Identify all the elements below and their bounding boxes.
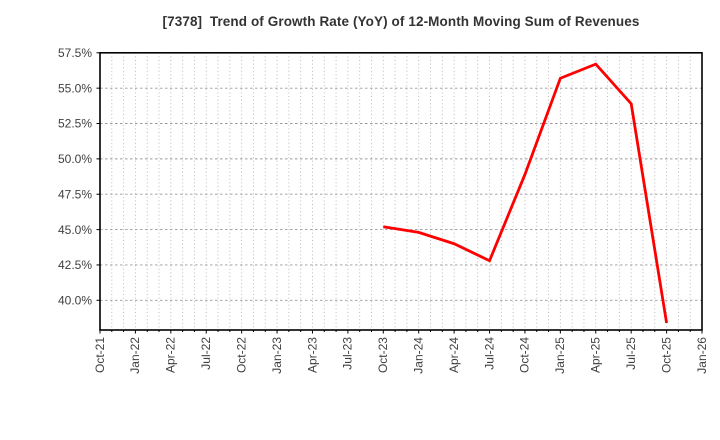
x-tick-label: Jul-25 [624, 337, 638, 370]
x-tick-label: Apr-23 [305, 337, 319, 373]
growth-rate-line [383, 62, 668, 324]
chart-title: [7378] Trend of Growth Rate (YoY) of 12-… [162, 14, 640, 29]
x-tick-label: Jan-25 [553, 337, 567, 374]
x-tick-label: Oct-24 [518, 337, 532, 373]
y-tick-label: 57.5% [58, 46, 92, 60]
x-tick-label: Jan-24 [412, 337, 426, 374]
y-tick-label: 50.0% [58, 152, 92, 166]
x-tick-label: Jan-23 [270, 337, 284, 374]
y-tick-label: 42.5% [58, 258, 92, 272]
x-tick-label: Oct-23 [376, 337, 390, 373]
x-tick-label: Apr-24 [447, 337, 461, 373]
x-tick-label: Apr-22 [164, 337, 178, 373]
y-tick-label: 47.5% [58, 187, 92, 201]
y-tick-label: 55.0% [58, 81, 92, 95]
y-tick-label: 45.0% [58, 223, 92, 237]
x-tick-label: Jul-22 [199, 337, 213, 370]
x-tick-label: Oct-22 [234, 337, 248, 373]
y-tick-label: 52.5% [58, 117, 92, 131]
x-tick-label: Oct-21 [93, 337, 107, 373]
plot-frame [99, 51, 703, 331]
x-tick-label: Jul-24 [482, 337, 496, 370]
x-tick-label: Oct-25 [659, 337, 673, 373]
x-tick-label: Jul-23 [341, 337, 355, 370]
x-tick-label: Jan-22 [128, 337, 142, 374]
y-tick-label: 40.0% [58, 294, 92, 308]
x-tick-label: Apr-25 [589, 337, 603, 373]
x-tick-label: Jan-26 [695, 337, 709, 374]
